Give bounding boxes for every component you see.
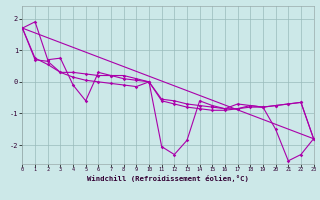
- X-axis label: Windchill (Refroidissement éolien,°C): Windchill (Refroidissement éolien,°C): [87, 175, 249, 182]
